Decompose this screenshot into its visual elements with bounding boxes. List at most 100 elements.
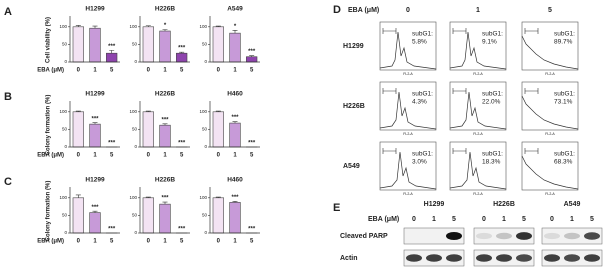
y-tick-label: 0 <box>64 144 67 149</box>
subg1-label: subG1: <box>412 31 433 38</box>
y-tick-label: 0 <box>134 59 137 64</box>
histogram-curve <box>379 91 437 130</box>
x-axis-label: FL2-A <box>545 72 555 76</box>
bar <box>142 197 154 234</box>
dose-label: 1 <box>502 216 506 223</box>
histogram-curve <box>379 31 437 70</box>
row-label: H1299 <box>343 43 364 50</box>
subg1-value: 68.3% <box>554 159 573 166</box>
cell-line-label: A549 <box>564 201 581 208</box>
panel-letter: E <box>333 202 340 214</box>
histogram-curve <box>379 151 437 190</box>
significance-mark: *** <box>178 141 186 147</box>
x-tick-label: 1 <box>163 239 167 245</box>
x-tick-label: 5 <box>250 239 254 245</box>
dose-label: 5 <box>590 216 594 223</box>
x-axis-label: FL2-A <box>545 192 555 196</box>
subg1-value: 5.8% <box>412 39 427 46</box>
x-tick-label: 1 <box>163 153 167 159</box>
y-axis-label: Colony formation (%) <box>46 181 52 242</box>
x-tick-label: 5 <box>110 153 114 159</box>
column-label: 1 <box>476 7 480 14</box>
row-label: H226B <box>343 103 365 110</box>
chart-title: H226B <box>155 177 176 184</box>
subg1-label: subG1: <box>554 91 575 98</box>
subg1-label: subG1: <box>554 151 575 158</box>
y-tick-label: 50 <box>132 127 138 132</box>
y-axis-label: Cell viability (%) <box>46 17 52 63</box>
bar <box>159 124 171 148</box>
subg1-label: subG1: <box>482 151 503 158</box>
x-tick-label: 0 <box>77 153 81 159</box>
bar <box>89 123 101 148</box>
x-axis-label: FL2-A <box>473 132 483 136</box>
dose-header: EBA (μM) <box>368 216 399 223</box>
x-tick-label: 5 <box>250 68 254 74</box>
axis-line <box>209 101 260 148</box>
y-tick-label: 100 <box>129 195 137 200</box>
x-tick-label: 1 <box>93 68 97 74</box>
significance-mark: *** <box>231 195 239 201</box>
y-tick-label: 50 <box>132 213 138 218</box>
y-tick-label: 100 <box>199 24 207 29</box>
x-tick-label: 1 <box>233 68 237 74</box>
x-tick-label: 1 <box>163 68 167 74</box>
blot-band <box>544 254 560 262</box>
blot-strip <box>541 227 603 245</box>
bar <box>212 197 224 234</box>
blot-band <box>426 254 442 262</box>
significance-mark: *** <box>108 227 116 233</box>
y-tick-label: 100 <box>129 24 137 29</box>
error-bar <box>92 122 98 125</box>
blot-band <box>446 254 462 262</box>
error-bar <box>215 110 221 112</box>
dose-label: 1 <box>432 216 436 223</box>
blot-band <box>564 232 580 240</box>
blot-band <box>406 254 422 262</box>
y-tick-label: 0 <box>64 230 67 235</box>
histogram-frame <box>449 141 507 191</box>
histogram-curve <box>449 91 507 130</box>
x-tick-label: 0 <box>217 153 221 159</box>
bar <box>106 52 118 63</box>
gate-marker <box>452 148 467 154</box>
axis-line <box>209 16 260 63</box>
x-axis-label: FL2-A <box>403 192 413 196</box>
bar <box>72 26 84 63</box>
blot-band <box>544 232 560 240</box>
error-bar <box>215 25 221 27</box>
gate-marker <box>452 28 467 34</box>
bar <box>229 122 241 148</box>
significance-mark: *** <box>248 141 256 147</box>
y-tick-label: 50 <box>202 127 208 132</box>
significance-mark: * <box>164 23 167 29</box>
histogram-curve <box>521 95 579 130</box>
y-tick-label: 0 <box>204 59 207 64</box>
row-label: A549 <box>343 163 360 170</box>
x-tick-label: 5 <box>180 239 184 245</box>
dose-label: 5 <box>452 216 456 223</box>
x-axis-label: FL2-A <box>403 72 413 76</box>
chart-title: H226B <box>155 6 176 13</box>
x-tick-label: 1 <box>233 153 237 159</box>
dose-label: 5 <box>522 216 526 223</box>
histogram-frame <box>379 81 437 131</box>
subg1-value: 4.3% <box>412 99 427 106</box>
x-axis-label: FL2-A <box>473 192 483 196</box>
y-tick-label: 0 <box>134 230 137 235</box>
y-tick-label: 0 <box>134 144 137 149</box>
significance-mark: *** <box>108 44 116 50</box>
significance-mark: * <box>234 24 237 30</box>
x-axis-label: EBA (μM) <box>37 239 64 245</box>
blot-band <box>584 254 600 262</box>
panel-letter: D <box>333 4 341 16</box>
blot-strip <box>473 227 535 245</box>
subg1-label: subG1: <box>482 31 503 38</box>
y-tick-label: 100 <box>59 195 67 200</box>
axis-line <box>139 16 190 63</box>
bar <box>142 26 154 63</box>
error-bar <box>145 196 151 198</box>
bar <box>72 197 84 234</box>
x-axis-label: FL2-A <box>403 132 413 136</box>
